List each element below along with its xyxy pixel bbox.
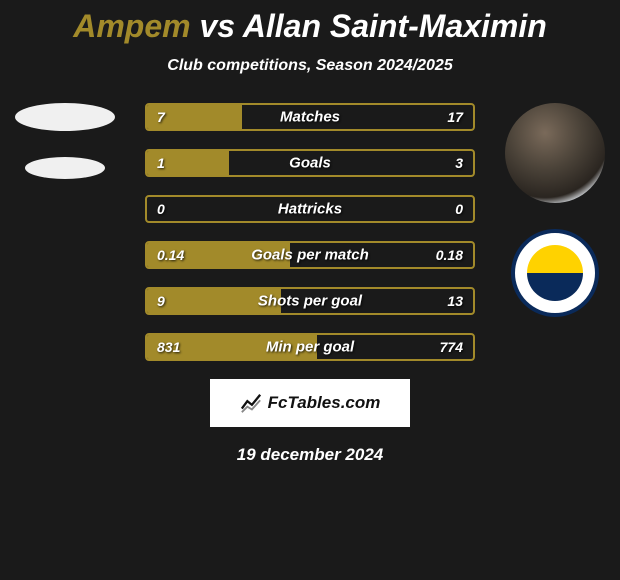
title-vs: vs xyxy=(199,8,235,44)
player1-column xyxy=(10,103,120,179)
stat-row: 7Matches17 xyxy=(145,103,475,131)
stat-value-right: 774 xyxy=(440,339,463,355)
infographic-root: Ampem vs Allan Saint-Maximin Club compet… xyxy=(0,0,620,580)
player1-avatar-placeholder xyxy=(15,103,115,131)
player2-club-badge xyxy=(511,229,599,317)
stat-value-right: 0 xyxy=(455,201,463,217)
branding-box: FcTables.com xyxy=(210,379,410,427)
subtitle: Club competitions, Season 2024/2025 xyxy=(0,57,620,75)
stat-row: 0Hattricks0 xyxy=(145,195,475,223)
stat-label: Goals xyxy=(147,155,473,172)
stat-value-right: 17 xyxy=(447,109,463,125)
stat-row: 1Goals3 xyxy=(145,149,475,177)
date-text: 19 december 2024 xyxy=(0,445,620,465)
title-player1: Ampem xyxy=(73,8,190,44)
stat-value-right: 0.18 xyxy=(436,247,463,263)
stat-label: Hattricks xyxy=(147,201,473,218)
stat-row: 0.14Goals per match0.18 xyxy=(145,241,475,269)
stat-label: Matches xyxy=(147,109,473,126)
player1-club-placeholder xyxy=(25,157,105,179)
title-player2: Allan Saint-Maximin xyxy=(243,8,547,44)
branding-text: FcTables.com xyxy=(268,393,381,413)
stat-label: Shots per goal xyxy=(147,293,473,310)
stat-bars: 7Matches17 1Goals3 0Hattricks0 0.14Goals pe… xyxy=(145,103,475,361)
stat-label: Min per goal xyxy=(147,339,473,356)
comparison-block: 7Matches17 1Goals3 0Hattricks0 0.14Goals pe… xyxy=(0,103,620,361)
page-title: Ampem vs Allan Saint-Maximin xyxy=(0,8,620,45)
stat-value-right: 13 xyxy=(447,293,463,309)
player2-avatar xyxy=(505,103,605,203)
stat-label: Goals per match xyxy=(147,247,473,264)
stat-row: 9Shots per goal13 xyxy=(145,287,475,315)
stat-value-right: 3 xyxy=(455,155,463,171)
club-badge-text xyxy=(517,235,593,311)
player2-column xyxy=(500,103,610,317)
chart-icon xyxy=(240,392,262,414)
stat-row: 831Min per goal774 xyxy=(145,333,475,361)
